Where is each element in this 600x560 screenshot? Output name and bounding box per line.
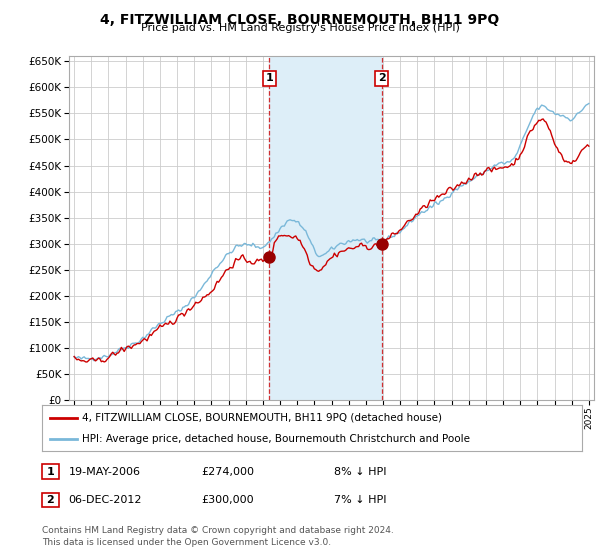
- Text: 19-MAY-2006: 19-MAY-2006: [69, 466, 141, 477]
- Text: Contains HM Land Registry data © Crown copyright and database right 2024.
This d: Contains HM Land Registry data © Crown c…: [42, 526, 394, 547]
- Text: 1: 1: [47, 466, 54, 477]
- Text: 2: 2: [47, 495, 54, 505]
- Text: HPI: Average price, detached house, Bournemouth Christchurch and Poole: HPI: Average price, detached house, Bour…: [83, 435, 470, 444]
- Text: 06-DEC-2012: 06-DEC-2012: [68, 495, 142, 505]
- Text: 7% ↓ HPI: 7% ↓ HPI: [334, 495, 386, 505]
- Text: Price paid vs. HM Land Registry's House Price Index (HPI): Price paid vs. HM Land Registry's House …: [140, 23, 460, 33]
- Text: 8% ↓ HPI: 8% ↓ HPI: [334, 466, 386, 477]
- Text: 1: 1: [266, 73, 273, 83]
- Text: 4, FITZWILLIAM CLOSE, BOURNEMOUTH, BH11 9PQ: 4, FITZWILLIAM CLOSE, BOURNEMOUTH, BH11 …: [100, 13, 500, 27]
- Bar: [269, 56, 382, 400]
- Text: 4, FITZWILLIAM CLOSE, BOURNEMOUTH, BH11 9PQ (detached house): 4, FITZWILLIAM CLOSE, BOURNEMOUTH, BH11 …: [83, 413, 443, 423]
- Text: £300,000: £300,000: [202, 495, 254, 505]
- Text: £274,000: £274,000: [202, 466, 254, 477]
- Text: 2: 2: [378, 73, 385, 83]
